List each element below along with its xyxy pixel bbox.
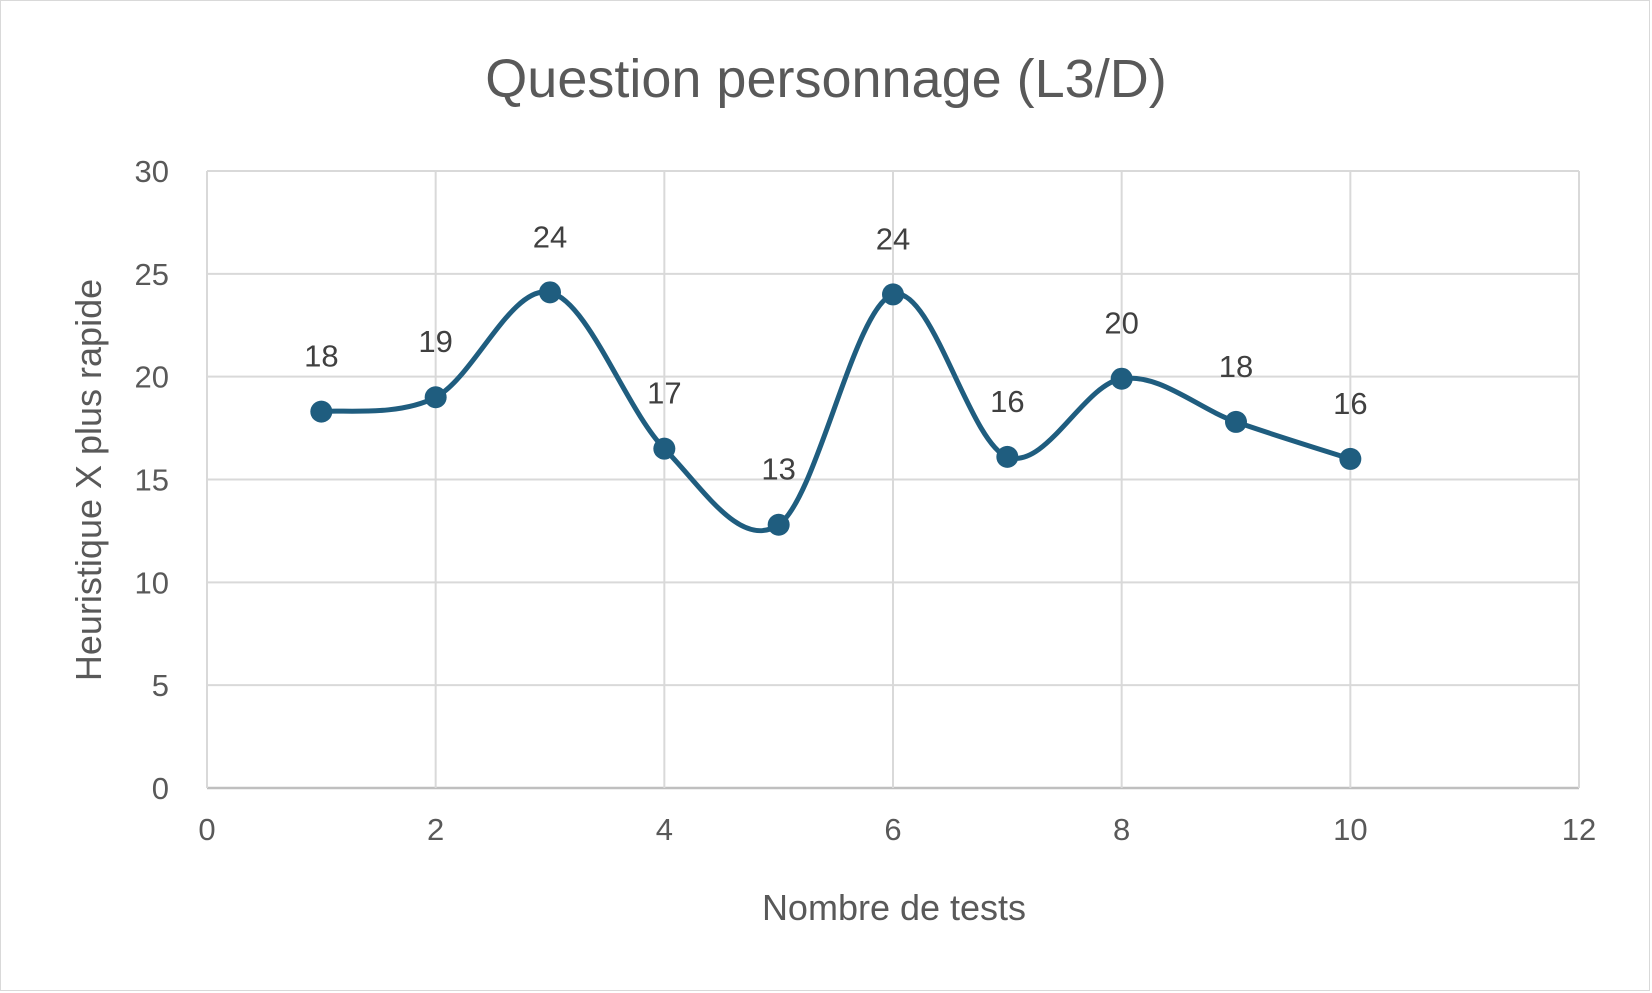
data-point [882, 283, 904, 306]
x-tick-label: 0 [198, 812, 215, 847]
data-point [1110, 367, 1133, 390]
y-tick-label: 10 [135, 565, 169, 600]
data-point [310, 400, 333, 423]
x-tick-label: 8 [1113, 812, 1130, 847]
x-axis: 0 2 4 6 8 10 12 [198, 812, 1596, 847]
data-labels: 18 19 24 17 13 24 16 20 18 16 [304, 219, 1367, 486]
y-tick-label: 0 [152, 771, 169, 806]
data-label: 16 [990, 384, 1024, 419]
chart-title: Question personnage (L3/D) [485, 49, 1166, 109]
y-axis-title: Heuristique X plus rapide [68, 279, 109, 681]
data-point [539, 281, 561, 304]
data-point [653, 437, 676, 460]
data-markers [310, 281, 1362, 536]
data-label: 18 [304, 339, 338, 374]
y-tick-label: 30 [135, 154, 169, 189]
data-label: 24 [876, 221, 910, 256]
data-point [424, 386, 447, 409]
x-tick-label: 4 [656, 812, 673, 847]
data-point [1225, 410, 1247, 433]
x-tick-label: 6 [884, 812, 901, 847]
x-tick-label: 12 [1562, 812, 1596, 847]
data-label: 17 [647, 376, 681, 411]
y-tick-label: 25 [135, 257, 169, 292]
data-label: 19 [418, 324, 452, 359]
y-tick-label: 20 [135, 360, 169, 395]
data-label: 16 [1333, 386, 1367, 421]
data-point [996, 445, 1019, 468]
data-label: 18 [1219, 349, 1253, 384]
data-point [767, 513, 790, 536]
data-label: 20 [1104, 306, 1138, 341]
y-tick-label: 5 [152, 668, 169, 703]
y-axis: 0 5 10 15 20 25 30 [135, 154, 169, 806]
x-axis-title: Nombre de tests [762, 887, 1026, 928]
data-label: 13 [761, 452, 795, 487]
data-point [1339, 447, 1362, 470]
y-tick-label: 15 [135, 463, 169, 498]
data-label: 24 [533, 219, 567, 254]
series-line [318, 289, 1353, 534]
gridlines [206, 170, 1580, 790]
x-tick-label: 2 [427, 812, 444, 847]
x-tick-label: 10 [1333, 812, 1367, 847]
